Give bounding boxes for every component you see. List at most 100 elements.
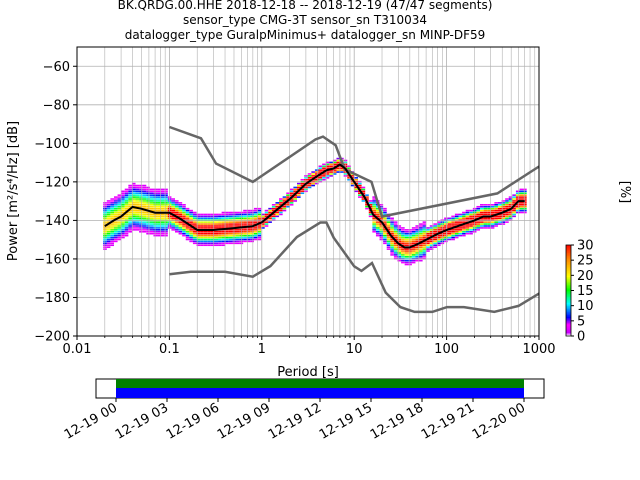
psd-cell <box>411 248 416 250</box>
psd-cell <box>124 209 129 212</box>
psd-cell <box>139 196 143 198</box>
colorbar-segment <box>566 288 571 291</box>
psd-cell <box>447 221 452 223</box>
psd-cell <box>142 192 147 195</box>
psd-cell <box>214 215 219 218</box>
psd-cell <box>419 223 423 225</box>
psd-cell <box>358 192 362 195</box>
psd-cell <box>469 215 473 218</box>
psd-cell <box>505 207 509 210</box>
psd-cell <box>257 230 262 233</box>
y-tick-label: −160 <box>34 252 70 267</box>
psd-cell <box>451 230 455 233</box>
psd-cell <box>264 215 269 218</box>
psd-cell <box>131 186 136 189</box>
psd-cell <box>429 248 434 250</box>
psd-cell <box>422 256 427 258</box>
colorbar-segment <box>566 272 571 275</box>
psd-cell <box>393 227 398 229</box>
psd-cell <box>293 190 298 193</box>
psd-cell <box>182 215 186 218</box>
psd-cell <box>426 227 430 229</box>
psd-cell <box>426 242 430 245</box>
psd-cell <box>293 196 298 198</box>
psd-cell <box>282 200 287 202</box>
colorbar-tick-label: 30 <box>577 239 594 254</box>
psd-cell <box>318 178 323 181</box>
psd-cell <box>419 246 423 248</box>
psd-cell <box>358 196 362 198</box>
colorbar-segment <box>566 293 571 296</box>
psd-cell <box>113 209 118 212</box>
psd-cell <box>465 209 470 212</box>
psd-cell <box>235 225 240 227</box>
psd-cell <box>426 236 430 239</box>
psd-cell <box>340 167 344 169</box>
psd-cell <box>411 256 416 258</box>
psd-cell <box>397 240 402 243</box>
psd-cell <box>221 232 226 235</box>
psd-cell <box>128 221 132 223</box>
psd-cell <box>221 236 226 239</box>
psd-cell <box>268 209 272 212</box>
psd-cell <box>131 200 136 202</box>
psd-cell <box>501 202 506 204</box>
psd-cell <box>508 215 513 218</box>
psd-cell <box>419 227 423 229</box>
psd-cell <box>279 204 283 206</box>
psd-cell <box>487 227 491 229</box>
psd-cell <box>275 213 280 216</box>
psd-cell <box>171 205 175 208</box>
psd-cell <box>419 238 423 241</box>
psd-cell <box>436 240 441 243</box>
psd-cell <box>512 207 516 210</box>
psd-cell <box>483 213 488 216</box>
psd-cell <box>228 230 233 233</box>
psd-cell <box>501 207 506 210</box>
psd-cell <box>196 221 201 223</box>
psd-cell <box>189 229 193 231</box>
psd-cell <box>142 215 147 218</box>
psd-cell <box>501 209 506 212</box>
colorbar-segment <box>566 307 571 310</box>
psd-cell <box>429 230 434 233</box>
psd-cell <box>135 215 140 218</box>
psd-cell <box>271 209 276 212</box>
psd-cell <box>225 232 229 235</box>
psd-cell <box>386 217 391 220</box>
psd-cell <box>157 230 161 233</box>
psd-cell <box>192 225 197 227</box>
psd-cell <box>128 205 132 208</box>
psd-cell <box>404 236 409 239</box>
psd-cell <box>139 221 143 223</box>
psd-cell <box>124 196 129 198</box>
psd-cell <box>160 194 165 196</box>
psd-cell <box>131 194 136 196</box>
psd-cell <box>142 184 147 187</box>
psd-cell <box>189 215 193 218</box>
psd-cell <box>157 234 161 237</box>
psd-cell <box>106 229 111 231</box>
psd-cell <box>164 194 168 196</box>
psd-cell <box>465 213 470 216</box>
psd-cell <box>257 225 262 227</box>
psd-cell <box>142 205 147 208</box>
colorbar-segment <box>566 245 571 247</box>
psd-cell <box>293 198 298 200</box>
psd-cell <box>462 229 466 231</box>
psd-cell <box>221 242 226 245</box>
psd-cell <box>393 236 398 239</box>
psd-cell <box>365 196 369 198</box>
psd-cell <box>462 217 466 220</box>
psd-cell <box>454 230 459 233</box>
psd-cell <box>228 232 233 235</box>
psd-cell <box>286 204 290 206</box>
psd-cell <box>106 236 111 239</box>
psd-cell <box>196 234 201 237</box>
psd-cell <box>307 178 312 181</box>
psd-cell <box>113 196 118 198</box>
psd-cell <box>149 232 154 235</box>
psd-cell <box>235 236 240 239</box>
psd-cell <box>261 227 265 229</box>
psd-cell <box>164 215 168 218</box>
